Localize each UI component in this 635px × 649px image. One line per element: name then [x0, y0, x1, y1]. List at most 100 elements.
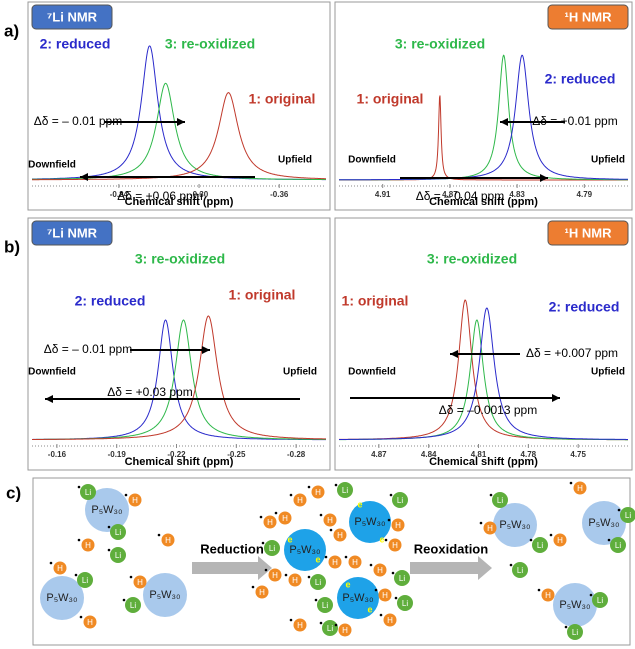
dot [77, 538, 81, 542]
li-ion [532, 537, 548, 553]
dot [334, 623, 338, 627]
panel-frame [334, 217, 633, 471]
arrow [192, 556, 272, 580]
x-tick-label: -0.24 [110, 190, 129, 199]
x-tick-label: -0.28 [287, 450, 306, 459]
cluster-label: P₅W₃₀ [354, 516, 385, 528]
h-ion [293, 493, 307, 507]
dot [77, 485, 81, 489]
annotation: Δδ = –0.0013 ppm [439, 403, 537, 417]
h-label: H [382, 591, 388, 600]
li-ion [397, 595, 413, 611]
li-ion [310, 574, 326, 590]
series-label: 1: original [342, 293, 409, 309]
nucleus-badge [547, 220, 629, 246]
x-axis-label: Chemical shift (ppm) [125, 456, 234, 468]
h-ion [373, 563, 387, 577]
dot [384, 538, 388, 542]
spectrum-line [339, 307, 628, 440]
li-ion [77, 572, 93, 588]
spectrum-line [32, 92, 326, 181]
arrow-head [552, 394, 560, 402]
h-label: H [557, 536, 563, 545]
series-label: 3: re-oxidized [395, 36, 485, 52]
x-tick-label: -0.25 [227, 450, 246, 459]
h-label: H [272, 571, 278, 580]
nucleus-label: ¹H NMR [565, 225, 613, 240]
cluster-label: P₅W₃₀ [46, 592, 77, 604]
dot [369, 563, 373, 567]
li-ion [110, 547, 126, 563]
annotation: Downfield [348, 155, 396, 166]
h-ion [553, 533, 567, 547]
x-axis-label: Chemical shift (ppm) [429, 196, 538, 208]
dot [379, 613, 383, 617]
h-ion [255, 585, 269, 599]
electron: e [357, 499, 362, 509]
li-ion [492, 492, 508, 508]
dot [509, 563, 513, 567]
dot [489, 493, 493, 497]
x-tick-label: 4.75 [570, 450, 586, 459]
li-label: Li [615, 541, 621, 550]
li-ion [80, 484, 96, 500]
h-label: H [259, 588, 265, 597]
h-ion [293, 618, 307, 632]
dot [344, 555, 348, 559]
li-label: Li [115, 528, 121, 537]
dot [251, 585, 255, 589]
arrow [410, 556, 492, 580]
arrow-head [202, 346, 210, 354]
h-ion [328, 555, 342, 569]
h-ion [83, 615, 97, 629]
dot [319, 513, 323, 517]
step-label: Reoxidation [414, 541, 488, 556]
li-label: Li [342, 486, 348, 495]
h-label: H [85, 541, 91, 550]
dot [74, 573, 78, 577]
cluster [85, 488, 129, 532]
dot [374, 588, 378, 592]
nucleus-label: ⁷Li NMR [47, 9, 98, 24]
x-tick-label: 4.79 [577, 190, 593, 199]
h-label: H [315, 488, 321, 497]
x-tick-label: -0.22 [167, 450, 186, 459]
li-label: Li [269, 544, 275, 553]
h-ion [573, 481, 587, 495]
h-label: H [292, 576, 298, 585]
li-label: Li [327, 624, 333, 633]
cluster-label: P₅W₃₀ [559, 599, 590, 611]
li-ion [337, 482, 353, 498]
arrow-head [500, 118, 508, 126]
dot [387, 518, 391, 522]
annotation: Upfield [591, 155, 625, 166]
x-tick-label: 4.91 [375, 190, 391, 199]
dot [124, 493, 128, 497]
dot [129, 575, 133, 579]
li-label: Li [517, 566, 523, 575]
series-label: 3: re-oxidized [135, 251, 225, 267]
h-label: H [332, 558, 338, 567]
annotation: Δδ = – 0.04 ppm [416, 189, 504, 203]
h-label: H [297, 621, 303, 630]
h-ion [333, 528, 347, 542]
h-label: H [337, 531, 343, 540]
h-label: H [87, 618, 93, 627]
dot [537, 588, 541, 592]
dot [607, 538, 611, 542]
dot [307, 485, 311, 489]
h-ion [378, 588, 392, 602]
li-label: Li [130, 601, 136, 610]
h-ion [278, 511, 292, 525]
series-label: 1: original [229, 287, 296, 303]
li-label: Li [397, 496, 403, 505]
h-ion [348, 555, 362, 569]
li-label: Li [315, 578, 321, 587]
h-ion [483, 521, 497, 535]
x-tick-label: -0.30 [190, 190, 209, 199]
x-tick-label: -0.19 [108, 450, 127, 459]
arrow-head [450, 350, 458, 358]
electron: e [345, 579, 350, 589]
annotation: Δδ = +0.01 ppm [532, 114, 617, 128]
li-ion [567, 624, 583, 640]
